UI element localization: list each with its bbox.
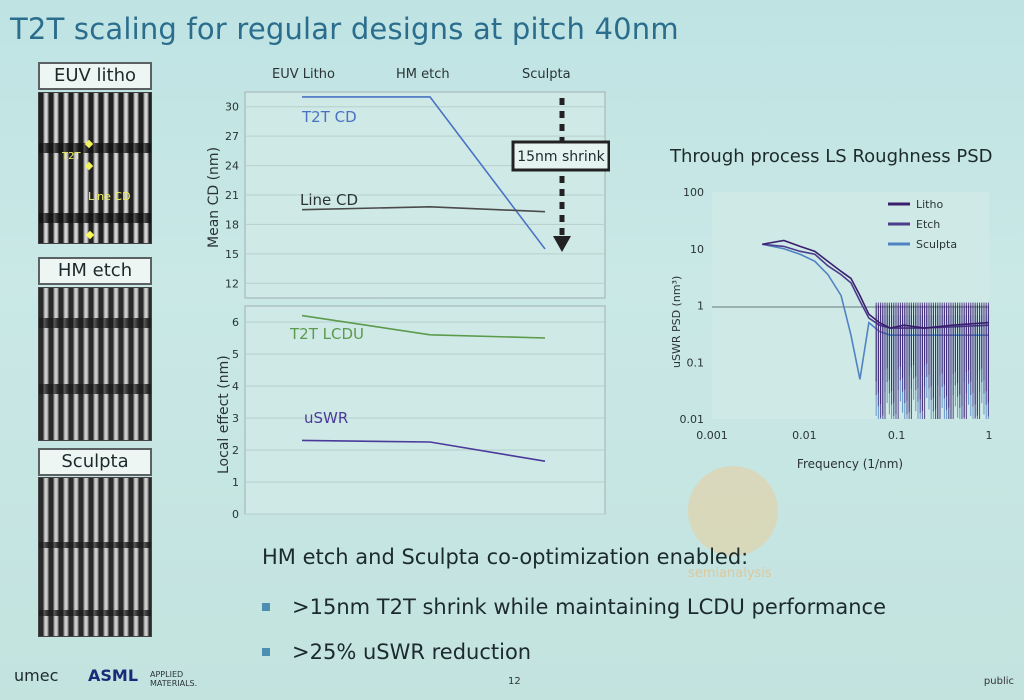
- asml-logo: ASML: [88, 666, 139, 685]
- column-header-hm-etch: HM etch: [396, 67, 450, 82]
- psd-y-tick-label: 0.01: [680, 413, 705, 426]
- t2t-lcdu-label: T2T LCDU: [289, 325, 364, 343]
- sem-image-hm-etch: [38, 287, 152, 441]
- bullet-marker-icon: [262, 603, 270, 611]
- psd-chart-title: Through process LS Roughness PSD: [669, 146, 993, 167]
- bullet-item-2: >25% uSWR reduction: [262, 640, 531, 664]
- cd-y-tick-label: 15: [225, 248, 239, 261]
- local-effect-plot-area: [244, 305, 606, 515]
- panel-label-euv-litho: EUV litho: [38, 62, 152, 90]
- psd-x-tick-label: 0.01: [792, 429, 817, 442]
- column-header-sculpta: Sculpta: [522, 67, 571, 82]
- le-y-tick-label: 3: [232, 412, 239, 425]
- psd-y-tick-label: 10: [690, 243, 704, 256]
- le-series-line-0: [301, 314, 546, 339]
- le-y-tick-label: 6: [232, 316, 239, 329]
- local-effect-chart: 0 1 2 3 4 5 6 Local effect (nm) T2T LCDU uSWR: [216, 305, 606, 520]
- psd-x-tick-label: 0.1: [888, 429, 906, 442]
- le-y-tick-label: 0: [232, 508, 239, 520]
- bullet-text-2: >25% uSWR reduction: [292, 640, 532, 664]
- psd-x-axis-label: Frequency (1/nm): [797, 457, 903, 471]
- cd-y-tick-label: 27: [225, 130, 239, 143]
- psd-plot-area: [712, 192, 989, 419]
- le-y-tick-label: 2: [232, 444, 239, 457]
- cd-y-tick-label: 30: [225, 101, 239, 114]
- t2t-annotation: T2T: [62, 151, 81, 162]
- le-y-tick-label: 1: [232, 476, 239, 489]
- psd-y-tick-label: 0.1: [687, 356, 705, 369]
- bullet-item-1: >15nm T2T shrink while maintaining LCDU …: [262, 595, 886, 619]
- psd-legend-label: Sculpta: [916, 238, 957, 251]
- local-effect-axis-label: Local effect (nm): [216, 355, 232, 474]
- applied-materials-logo: APPLIED MATERIALS.: [150, 670, 198, 688]
- psd-y-axis-label: uSWR PSD (nm³): [670, 276, 683, 368]
- line-cd-label: Line CD: [300, 191, 358, 209]
- le-y-tick-label: 5: [232, 348, 239, 361]
- uswr-label: uSWR: [304, 409, 348, 427]
- le-series-line-1: [301, 439, 546, 462]
- shrink-arrow-head: [553, 236, 571, 252]
- watermark-logo: [688, 466, 778, 556]
- psd-x-tick-label: 0.001: [696, 429, 728, 442]
- bullet-marker-icon: [262, 648, 270, 656]
- panel-label-sculpta: Sculpta: [38, 448, 152, 476]
- imec-logo: umec: [14, 666, 59, 685]
- psd-y-tick-label: 100: [683, 186, 704, 199]
- panel-label-hm-etch: HM etch: [38, 257, 152, 285]
- psd-chart: Through process LS Roughness PSD 0.001 0.…: [669, 146, 993, 471]
- page-number: 12: [508, 676, 521, 687]
- psd-legend-label: Etch: [916, 218, 940, 231]
- cd-series-line-0: [302, 96, 546, 250]
- column-header-euv-litho: EUV Litho: [272, 67, 335, 82]
- cd-y-tick-label: 24: [225, 160, 239, 173]
- sem-image-euv-litho: [38, 92, 152, 244]
- mean-cd-chart: 12 15 18 21 24 27 30 Mean CD (nm) T2T CD Line …: [206, 91, 610, 299]
- sem-image-sculpta: [38, 477, 152, 637]
- mean-cd-axis-label: Mean CD (nm): [206, 147, 222, 248]
- bullet-text-1: >15nm T2T shrink while maintaining LCDU …: [292, 595, 886, 619]
- cd-series-line-1: [301, 205, 546, 213]
- shrink-callout-box: [511, 140, 610, 172]
- classification-label: public: [983, 676, 1014, 687]
- shrink-callout-text: 15nm shrink: [517, 149, 605, 165]
- watermark-text: semianalysis: [688, 566, 772, 581]
- t2t-cd-label: T2T CD: [301, 108, 357, 126]
- psd-legend-label: Litho: [916, 198, 943, 211]
- cd-y-tick-label: 21: [225, 189, 239, 202]
- slide-title: T2T scaling for regular designs at pitch…: [10, 12, 679, 46]
- cd-y-tick-label: 18: [225, 218, 239, 231]
- line-cd-annotation: Line CD: [88, 190, 131, 203]
- bullet-heading: HM etch and Sculpta co-optimization enab…: [262, 545, 749, 569]
- cd-y-tick-label: 12: [225, 277, 239, 290]
- psd-x-tick-label: 1: [986, 429, 993, 442]
- psd-y-tick-label: 1: [697, 300, 704, 313]
- le-y-tick-label: 4: [232, 380, 239, 393]
